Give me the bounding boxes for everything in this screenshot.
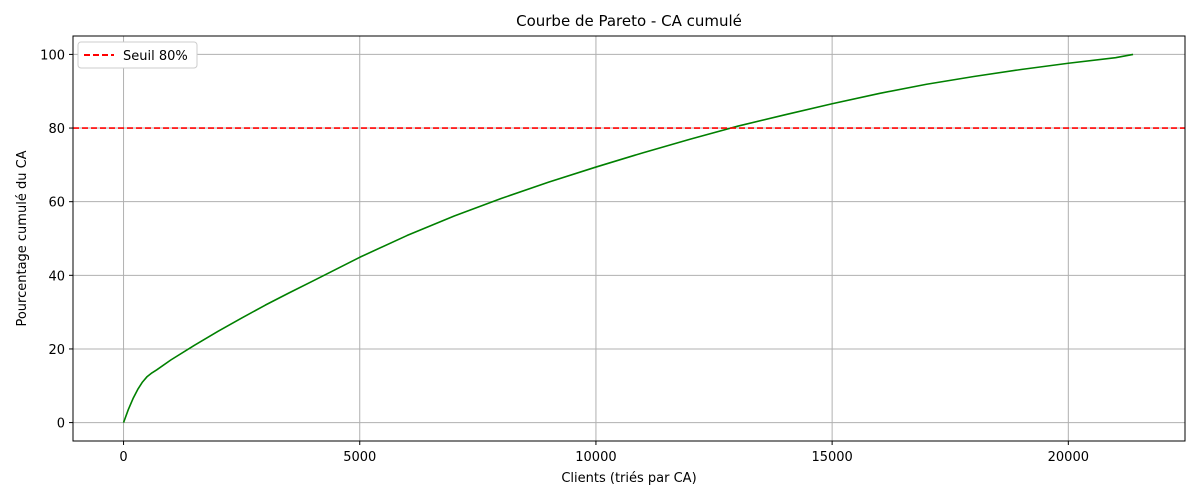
legend: Seuil 80% xyxy=(77,41,198,69)
cumulative-revenue-line xyxy=(122,53,1134,423)
grid xyxy=(73,36,1185,441)
plot-frame xyxy=(72,35,1186,442)
x-tick-label: 10000 xyxy=(575,450,616,465)
series-layer xyxy=(73,53,1185,423)
legend-box xyxy=(77,41,198,69)
chart-title: Courbe de Pareto - CA cumulé xyxy=(516,12,742,30)
y-tick-label: 20 xyxy=(48,343,65,358)
axis-ticks: 0 5000 10000 15000 20000 0 20 40 60 80 100 xyxy=(40,48,1089,465)
y-tick-label: 40 xyxy=(48,269,65,284)
y-tick-label: 60 xyxy=(48,196,65,211)
legend-label-threshold: Seuil 80% xyxy=(123,49,188,64)
y-tick-label: 80 xyxy=(48,122,65,137)
y-tick-label: 100 xyxy=(40,48,65,63)
x-axis-label: Clients (triés par CA) xyxy=(561,471,696,486)
y-tick-label: 0 xyxy=(57,417,65,432)
x-tick-label: 20000 xyxy=(1048,450,1089,465)
x-tick-label: 0 xyxy=(119,450,127,465)
x-tick-label: 15000 xyxy=(811,450,852,465)
x-tick-label: 5000 xyxy=(343,450,376,465)
y-axis-label: Pourcentage cumulé du CA xyxy=(15,150,30,326)
